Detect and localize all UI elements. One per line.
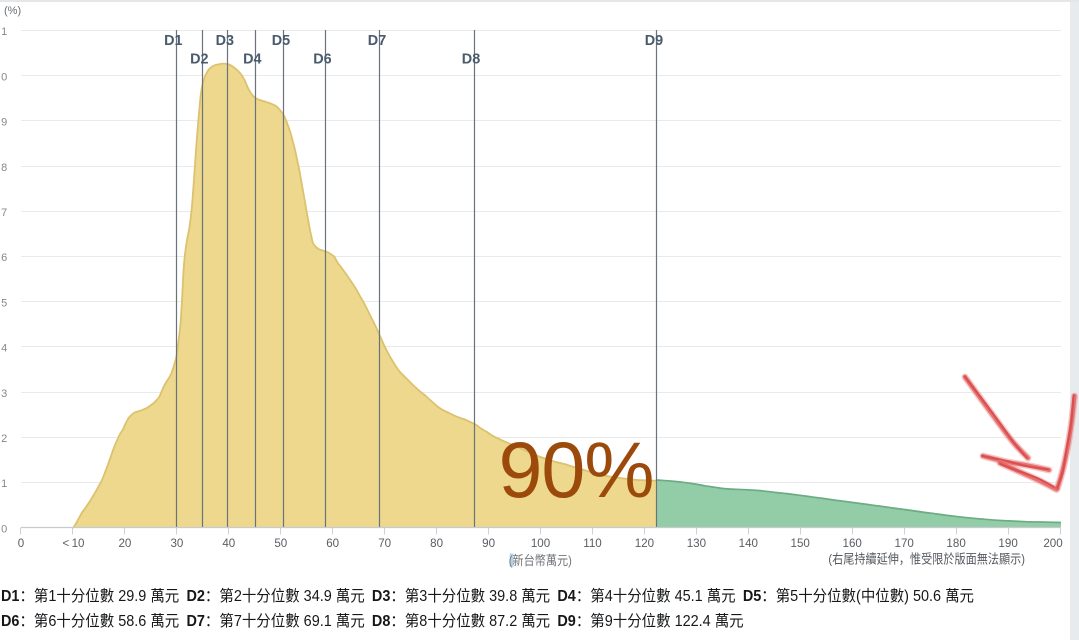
svg-text:8: 8 bbox=[1, 162, 7, 174]
svg-text:D1: D1 bbox=[164, 33, 182, 49]
svg-text:D9: D9 bbox=[645, 33, 663, 49]
svg-text:120: 120 bbox=[635, 537, 654, 550]
svg-text:70: 70 bbox=[378, 537, 391, 550]
svg-text:(右尾持續延伸，惟受限於版面無法顯示): (右尾持續延伸，惟受限於版面無法顯示) bbox=[828, 550, 1025, 566]
svg-text:90: 90 bbox=[482, 537, 495, 550]
svg-text:110: 110 bbox=[583, 537, 601, 550]
svg-text:180: 180 bbox=[946, 537, 965, 550]
svg-text:7: 7 bbox=[1, 207, 7, 219]
svg-text:D2: D2 bbox=[190, 52, 208, 68]
svg-text:< 10: < 10 bbox=[63, 537, 85, 550]
svg-text:D6: D6 bbox=[313, 52, 331, 68]
svg-text:20: 20 bbox=[118, 537, 131, 550]
svg-text:1: 1 bbox=[1, 26, 7, 38]
svg-text:100: 100 bbox=[531, 537, 550, 550]
svg-text:150: 150 bbox=[791, 537, 810, 550]
svg-text:6: 6 bbox=[1, 252, 7, 264]
svg-text:4: 4 bbox=[1, 343, 7, 355]
svg-text:5: 5 bbox=[1, 297, 7, 309]
svg-text:0: 0 bbox=[1, 523, 7, 535]
svg-text:130: 130 bbox=[687, 537, 706, 550]
svg-text:160: 160 bbox=[843, 537, 862, 550]
svg-text:60: 60 bbox=[326, 537, 339, 550]
svg-text:0: 0 bbox=[1, 71, 7, 83]
svg-text:50: 50 bbox=[274, 537, 287, 550]
svg-text:190: 190 bbox=[998, 537, 1017, 550]
svg-text:1: 1 bbox=[1, 478, 7, 490]
svg-text:170: 170 bbox=[895, 537, 914, 550]
svg-text:(%): (%) bbox=[4, 5, 21, 17]
svg-text:3: 3 bbox=[1, 388, 7, 400]
svg-text:2: 2 bbox=[1, 433, 7, 445]
svg-text:D7: D7 bbox=[368, 33, 386, 49]
svg-text:40: 40 bbox=[222, 537, 235, 550]
svg-text:0: 0 bbox=[18, 537, 24, 550]
svg-text:D4: D4 bbox=[243, 52, 261, 68]
svg-text:140: 140 bbox=[739, 537, 758, 550]
svg-text:D8: D8 bbox=[462, 52, 480, 68]
svg-text:30: 30 bbox=[170, 537, 183, 550]
svg-text:(新台幣萬元): (新台幣萬元) bbox=[509, 552, 572, 568]
svg-text:90%: 90% bbox=[498, 425, 653, 514]
svg-text:80: 80 bbox=[430, 537, 443, 550]
svg-text:D3: D3 bbox=[216, 33, 234, 49]
svg-text:9: 9 bbox=[1, 117, 7, 129]
svg-text:D5: D5 bbox=[272, 33, 290, 49]
svg-text:200: 200 bbox=[1043, 537, 1062, 550]
